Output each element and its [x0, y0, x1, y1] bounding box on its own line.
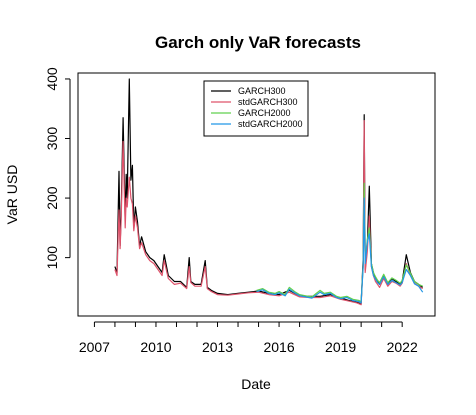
plot-area-frame	[77, 72, 436, 317]
x-tick-label: 2022	[387, 339, 418, 355]
x-tick-label: 2007	[79, 339, 110, 355]
x-tick-label: 2019	[325, 339, 356, 355]
legend-label-stdgarch2000: stdGARCH2000	[238, 119, 303, 129]
legend-box	[203, 80, 309, 137]
y-axis-title: VaR USD	[4, 165, 20, 225]
series-line-stdgarch300	[114, 119, 424, 306]
x-tick-label: 2016	[263, 339, 294, 355]
y-tick-label: 400	[44, 67, 60, 91]
y-axis: 100 200 300 400	[44, 67, 71, 270]
legend-label-garch2000: GARCH2000	[238, 108, 291, 118]
series-layer	[114, 78, 424, 306]
chart-title: Garch only VaR forecasts	[155, 33, 361, 52]
legend-label-garch300: GARCH300	[238, 86, 286, 96]
y-tick-label: 100	[44, 246, 60, 270]
x-tick-label: 2013	[202, 339, 233, 355]
y-tick-label: 200	[44, 186, 60, 210]
x-tick-label: 2010	[140, 339, 171, 355]
x-axis: 2007 2010 2013 2016 2019 2022	[79, 321, 418, 355]
legend-label-stdgarch300: stdGARCH300	[238, 97, 298, 107]
x-axis-title: Date	[241, 376, 271, 392]
y-tick-label: 300	[44, 127, 60, 151]
series-line-stdgarch2000	[256, 197, 424, 304]
